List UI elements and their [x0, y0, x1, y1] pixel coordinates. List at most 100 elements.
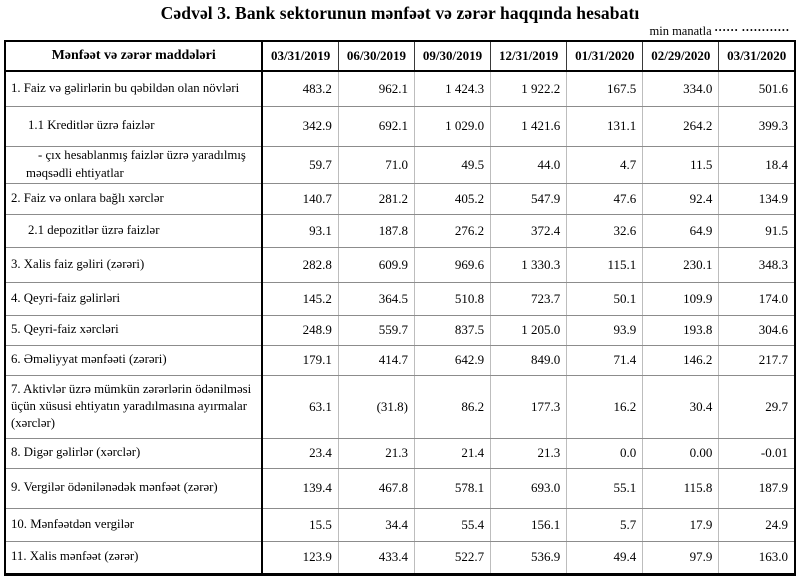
value-cell: 15.5 — [261, 507, 339, 542]
column-header-period-5: 01/31/2020 — [566, 40, 644, 72]
value-cell: 44.0 — [490, 145, 568, 184]
value-cell: 174.0 — [718, 281, 796, 316]
value-cell: 281.2 — [337, 182, 416, 215]
value-cell: 177.3 — [490, 374, 568, 439]
row-label: 11. Xalis mənfəət (zərər) — [3, 540, 264, 576]
value-cell: 642.9 — [413, 344, 492, 376]
value-cell: 692.1 — [337, 105, 416, 147]
value-cell: 55.1 — [566, 467, 644, 509]
value-cell: 405.2 — [413, 182, 492, 215]
table-row-minus-reserves: - çıx hesablanmış faizlər üzrə yaradılmı… — [3, 145, 796, 184]
unit-dots: •••••• •••••••••••• — [714, 26, 790, 35]
value-cell: 29.7 — [718, 374, 796, 439]
header-row: Mənfəət və zərər maddələri 03/31/2019 06… — [3, 40, 796, 72]
value-cell: 97.9 — [642, 540, 720, 576]
value-cell: 467.8 — [337, 467, 416, 509]
row-label: 2.1 depozitlər üzrə faizlər — [3, 213, 264, 248]
value-cell: 63.1 — [261, 374, 339, 439]
value-cell: 23.4 — [261, 437, 339, 469]
table-row-2-1: 2.1 depozitlər üzrə faizlər 93.1 187.8 2… — [3, 213, 796, 248]
row-label: 2. Faiz və onlara bağlı xərclər — [3, 182, 264, 215]
value-cell: 139.4 — [261, 467, 339, 509]
value-cell: 276.2 — [413, 213, 492, 248]
value-cell: 134.9 — [718, 182, 796, 215]
value-cell: 342.9 — [261, 105, 339, 147]
value-cell: 50.1 — [566, 281, 644, 316]
value-cell: 21.4 — [413, 437, 492, 469]
page-title: Cədvəl 3. Bank sektorunun mənfəət və zər… — [160, 3, 640, 23]
value-cell: 248.9 — [261, 314, 339, 346]
table-row-6: 6. Əməliyyat mənfəəti (zərəri) 179.1 414… — [3, 344, 796, 376]
table-row-11: 11. Xalis mənfəət (zərər) 123.9 433.4 52… — [3, 540, 796, 576]
value-cell: 187.8 — [337, 213, 416, 248]
column-header-period-1: 03/31/2019 — [261, 40, 339, 72]
value-cell: 969.6 — [413, 246, 492, 283]
value-cell: 167.5 — [566, 70, 644, 107]
value-cell: 609.9 — [337, 246, 416, 283]
value-cell: 510.8 — [413, 281, 492, 316]
value-cell: 693.0 — [490, 467, 568, 509]
value-cell: 115.8 — [642, 467, 720, 509]
column-header-period-4: 12/31/2019 — [490, 40, 568, 72]
value-cell: 230.1 — [642, 246, 720, 283]
row-label: 8. Digər gəlirlər (xərclər) — [3, 437, 264, 469]
column-header-period-2: 06/30/2019 — [337, 40, 416, 72]
value-cell: 1 029.0 — [413, 105, 492, 147]
value-cell: 5.7 — [566, 507, 644, 542]
value-cell: 21.3 — [337, 437, 416, 469]
row-label: 10. Mənfəətdən vergilər — [3, 507, 264, 542]
value-cell: 723.7 — [490, 281, 568, 316]
table-row-1: 1. Faiz və gəlirlərin bu qəbildən olan n… — [3, 70, 796, 107]
value-cell: 578.1 — [413, 467, 492, 509]
value-cell: 501.6 — [718, 70, 796, 107]
value-cell: 264.2 — [642, 105, 720, 147]
value-cell: 334.0 — [642, 70, 720, 107]
value-cell: 123.9 — [261, 540, 339, 576]
row-label: 9. Vergilər ödənilənədək mənfəət (zərər) — [3, 467, 264, 509]
value-cell: 115.1 — [566, 246, 644, 283]
table-row-4: 4. Qeyri-faiz gəlirləri 145.2 364.5 510.… — [3, 281, 796, 316]
value-cell: 193.8 — [642, 314, 720, 346]
value-cell: 1 205.0 — [490, 314, 568, 346]
row-label: 5. Qeyri-faiz xərcləri — [3, 314, 264, 346]
value-cell: 59.7 — [261, 145, 339, 184]
column-header-period-6: 02/29/2020 — [642, 40, 720, 72]
value-cell: 187.9 — [718, 467, 796, 509]
table-row-7: 7. Aktivlər üzrə mümkün zərərlərin ödəni… — [3, 374, 796, 439]
unit-row: min manatla •••••• •••••••••••• — [0, 24, 800, 39]
value-cell: 163.0 — [718, 540, 796, 576]
value-cell: 93.1 — [261, 213, 339, 248]
value-cell: 433.4 — [337, 540, 416, 576]
value-cell: 483.2 — [261, 70, 339, 107]
value-cell: 414.7 — [337, 344, 416, 376]
table-row-2: 2. Faiz və onlara bağlı xərclər 140.7 28… — [3, 182, 796, 215]
value-cell: 16.2 — [566, 374, 644, 439]
value-cell: 18.4 — [718, 145, 796, 184]
profit-loss-table: Mənfəət və zərər maddələri 03/31/2019 06… — [3, 40, 796, 576]
value-cell: 962.1 — [337, 70, 416, 107]
value-cell: 86.2 — [413, 374, 492, 439]
value-cell: 522.7 — [413, 540, 492, 576]
value-cell: 348.3 — [718, 246, 796, 283]
table-row-9: 9. Vergilər ödənilənədək mənfəət (zərər)… — [3, 467, 796, 509]
row-label: 3. Xalis faiz gəliri (zərəri) — [3, 246, 264, 283]
value-cell: 156.1 — [490, 507, 568, 542]
value-cell: -0.01 — [718, 437, 796, 469]
table-row-10: 10. Mənfəətdən vergilər 15.5 34.4 55.4 1… — [3, 507, 796, 542]
row-label: 7. Aktivlər üzrə mümkün zərərlərin ödəni… — [3, 374, 264, 439]
value-cell: 1 421.6 — [490, 105, 568, 147]
table-row-3: 3. Xalis faiz gəliri (zərəri) 282.8 609.… — [3, 246, 796, 283]
value-cell: 55.4 — [413, 507, 492, 542]
value-cell: 1 330.3 — [490, 246, 568, 283]
value-cell: 49.5 — [413, 145, 492, 184]
value-cell: 1 424.3 — [413, 70, 492, 107]
value-cell: 304.6 — [718, 314, 796, 346]
row-label: 6. Əməliyyat mənfəəti (zərəri) — [3, 344, 264, 376]
value-cell: 30.4 — [642, 374, 720, 439]
column-header-period-3: 09/30/2019 — [413, 40, 492, 72]
value-cell: 21.3 — [490, 437, 568, 469]
table-row-8: 8. Digər gəlirlər (xərclər) 23.4 21.3 21… — [3, 437, 796, 469]
value-cell: (31.8) — [337, 374, 416, 439]
row-label: - çıx hesablanmış faizlər üzrə yaradılmı… — [3, 145, 264, 184]
value-cell: 559.7 — [337, 314, 416, 346]
